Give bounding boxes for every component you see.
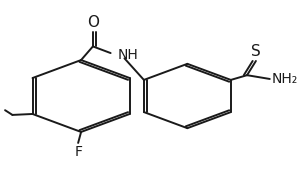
Text: O: O (87, 15, 99, 30)
Text: S: S (251, 44, 261, 59)
Text: F: F (74, 145, 82, 159)
Text: NH: NH (118, 48, 139, 62)
Text: NH₂: NH₂ (271, 72, 298, 86)
